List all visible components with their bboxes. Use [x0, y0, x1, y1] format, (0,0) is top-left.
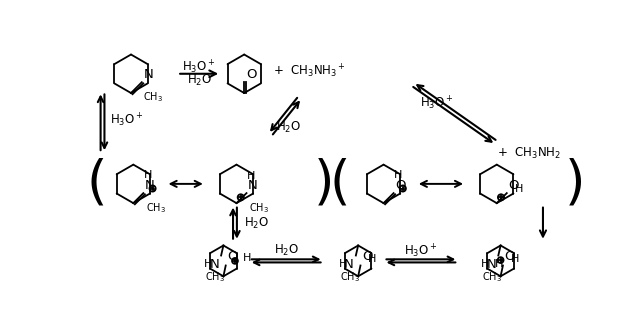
Text: H: H — [368, 254, 377, 264]
Text: CH$_3$: CH$_3$ — [482, 270, 502, 284]
Text: CH$_3$: CH$_3$ — [249, 201, 269, 215]
Text: N: N — [344, 258, 354, 271]
Text: H: H — [511, 254, 519, 264]
Text: H$_2$O: H$_2$O — [187, 73, 211, 88]
Text: H$_3$O$^+$: H$_3$O$^+$ — [404, 242, 438, 259]
Text: O: O — [362, 250, 373, 263]
Text: O: O — [246, 68, 257, 82]
Text: H: H — [246, 171, 255, 181]
Text: H: H — [481, 259, 490, 269]
Text: O: O — [508, 179, 519, 192]
Text: CH$_3$: CH$_3$ — [144, 90, 163, 104]
Text: CH$_3$: CH$_3$ — [205, 270, 225, 284]
Text: ): ) — [565, 158, 585, 210]
Text: H: H — [495, 259, 504, 269]
Text: H: H — [144, 170, 152, 180]
Text: H: H — [338, 259, 347, 269]
Text: H: H — [243, 253, 251, 263]
Text: H$_2$O: H$_2$O — [276, 120, 301, 135]
Text: H$_3$O$^+$: H$_3$O$^+$ — [182, 58, 216, 76]
Text: H: H — [514, 184, 523, 194]
Text: H: H — [204, 259, 212, 269]
Text: (: ( — [330, 158, 350, 210]
Text: H$_2$O: H$_2$O — [244, 216, 269, 231]
Text: O: O — [504, 250, 515, 263]
Text: H$_3$O$^+$: H$_3$O$^+$ — [110, 111, 144, 129]
Text: N: N — [210, 258, 219, 271]
Text: N: N — [486, 258, 496, 271]
Text: N: N — [145, 179, 155, 192]
Text: H$_3$O$^+$: H$_3$O$^+$ — [420, 94, 453, 112]
Text: H: H — [394, 170, 403, 180]
Text: (: ( — [86, 158, 107, 210]
Text: +  CH$_3$NH$_3$$^+$: + CH$_3$NH$_3$$^+$ — [274, 63, 346, 80]
Text: +  CH$_3$NH$_2$: + CH$_3$NH$_2$ — [497, 145, 561, 161]
Text: N: N — [144, 68, 153, 82]
Text: N: N — [248, 179, 258, 192]
Text: CH$_3$: CH$_3$ — [340, 270, 359, 284]
Text: ): ) — [314, 158, 334, 210]
Text: CH$_3$: CH$_3$ — [145, 201, 166, 215]
Text: O: O — [395, 179, 406, 192]
Text: O: O — [227, 250, 237, 263]
Text: H$_2$O: H$_2$O — [274, 243, 299, 259]
